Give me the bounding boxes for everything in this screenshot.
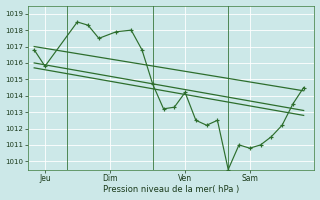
X-axis label: Pression niveau de la mer( hPa ): Pression niveau de la mer( hPa ) bbox=[103, 185, 239, 194]
